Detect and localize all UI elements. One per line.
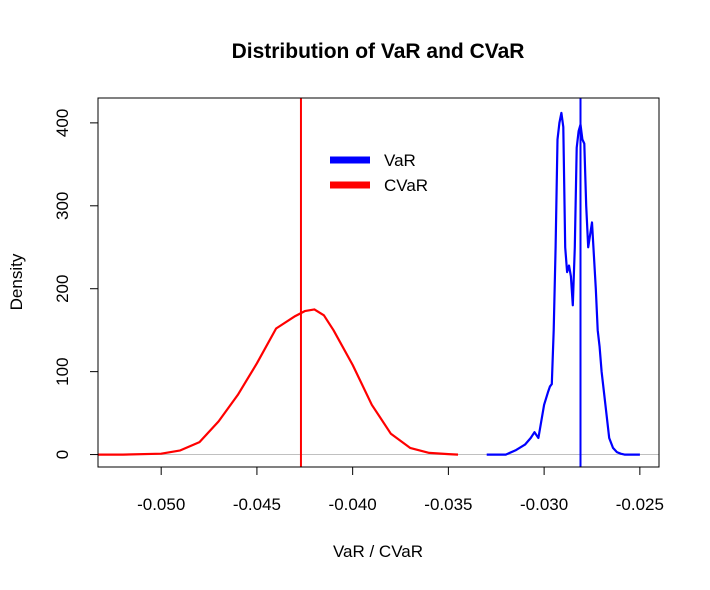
x-tick-label: -0.040 — [329, 495, 377, 514]
y-axis-label: Density — [7, 253, 26, 310]
legend: VaR CVaR — [330, 151, 428, 195]
chart-title: Distribution of VaR and CVaR — [232, 40, 525, 63]
series-line-var — [486, 111, 640, 456]
plot-frame — [97, 97, 660, 468]
y-tick-label: 400 — [53, 109, 72, 137]
series-line-cvar — [98, 308, 459, 456]
x-tick-label: -0.050 — [137, 495, 185, 514]
x-tick-label: -0.030 — [520, 495, 568, 514]
y-tick-label: 200 — [53, 275, 72, 303]
x-tick-label: -0.025 — [616, 495, 664, 514]
y-tick-label: 0 — [53, 450, 72, 459]
x-tick-label: -0.035 — [424, 495, 472, 514]
legend-label-var: VaR — [384, 151, 416, 170]
y-tick-label: 100 — [53, 357, 72, 385]
x-tick-label: -0.045 — [233, 495, 281, 514]
axes-layer: -0.050 -0.045 -0.040 -0.035 -0.030 -0.025 0 100… — [53, 109, 664, 514]
legend-label-cvar: CVaR — [384, 176, 428, 195]
y-tick-label: 300 — [53, 192, 72, 220]
x-axis-label: VaR / CVaR — [333, 542, 423, 561]
plot-layer — [98, 98, 659, 467]
